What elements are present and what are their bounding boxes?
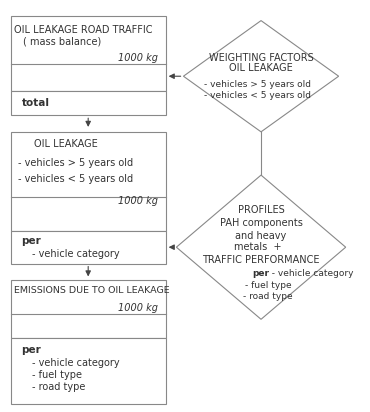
Text: PROFILES: PROFILES bbox=[238, 205, 285, 215]
Text: 1000 kg: 1000 kg bbox=[118, 303, 158, 313]
Text: - vehicles < 5 years old: - vehicles < 5 years old bbox=[204, 91, 311, 100]
Text: WEIGHTING FACTORS: WEIGHTING FACTORS bbox=[209, 53, 313, 63]
Text: and heavy: and heavy bbox=[235, 231, 287, 241]
Text: - fuel type: - fuel type bbox=[245, 281, 292, 290]
Text: total: total bbox=[21, 98, 50, 108]
Text: PAH components: PAH components bbox=[220, 218, 303, 228]
Text: - road type: - road type bbox=[32, 382, 86, 392]
Text: TRAFFIC PERFORMANCE: TRAFFIC PERFORMANCE bbox=[202, 255, 320, 265]
FancyBboxPatch shape bbox=[11, 231, 166, 264]
Text: - vehicles > 5 years old: - vehicles > 5 years old bbox=[204, 80, 311, 89]
FancyBboxPatch shape bbox=[11, 280, 166, 338]
Text: - fuel type: - fuel type bbox=[32, 370, 82, 380]
Polygon shape bbox=[184, 21, 339, 132]
Polygon shape bbox=[176, 175, 346, 319]
Text: OIL LEAKAGE: OIL LEAKAGE bbox=[34, 139, 98, 149]
Text: metals  +: metals + bbox=[234, 242, 281, 252]
Text: 1000 kg: 1000 kg bbox=[118, 196, 158, 206]
Text: - vehicle category: - vehicle category bbox=[32, 249, 120, 259]
Text: ( mass balance): ( mass balance) bbox=[23, 37, 101, 47]
Text: OIL LEAKAGE ROAD TRAFFIC: OIL LEAKAGE ROAD TRAFFIC bbox=[14, 25, 152, 35]
Text: per: per bbox=[21, 236, 41, 246]
Text: - vehicles > 5 years old: - vehicles > 5 years old bbox=[18, 159, 134, 169]
Text: - vehicle category: - vehicle category bbox=[32, 358, 120, 368]
Text: per: per bbox=[21, 345, 41, 355]
Text: 1000 kg: 1000 kg bbox=[118, 53, 158, 63]
Text: OIL LEAKAGE: OIL LEAKAGE bbox=[229, 63, 293, 73]
Text: - vehicle category: - vehicle category bbox=[266, 269, 354, 279]
FancyBboxPatch shape bbox=[11, 91, 166, 115]
Text: EMISSIONS DUE TO OIL LEAKAGE: EMISSIONS DUE TO OIL LEAKAGE bbox=[14, 286, 169, 295]
FancyBboxPatch shape bbox=[11, 132, 166, 231]
Text: per: per bbox=[252, 269, 269, 279]
Text: - vehicles < 5 years old: - vehicles < 5 years old bbox=[18, 174, 134, 184]
FancyBboxPatch shape bbox=[11, 338, 166, 404]
FancyBboxPatch shape bbox=[11, 16, 166, 91]
Text: - road type: - road type bbox=[243, 292, 293, 301]
